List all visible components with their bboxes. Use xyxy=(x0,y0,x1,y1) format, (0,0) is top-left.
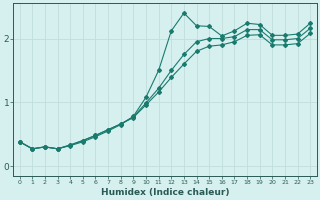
X-axis label: Humidex (Indice chaleur): Humidex (Indice chaleur) xyxy=(101,188,229,197)
